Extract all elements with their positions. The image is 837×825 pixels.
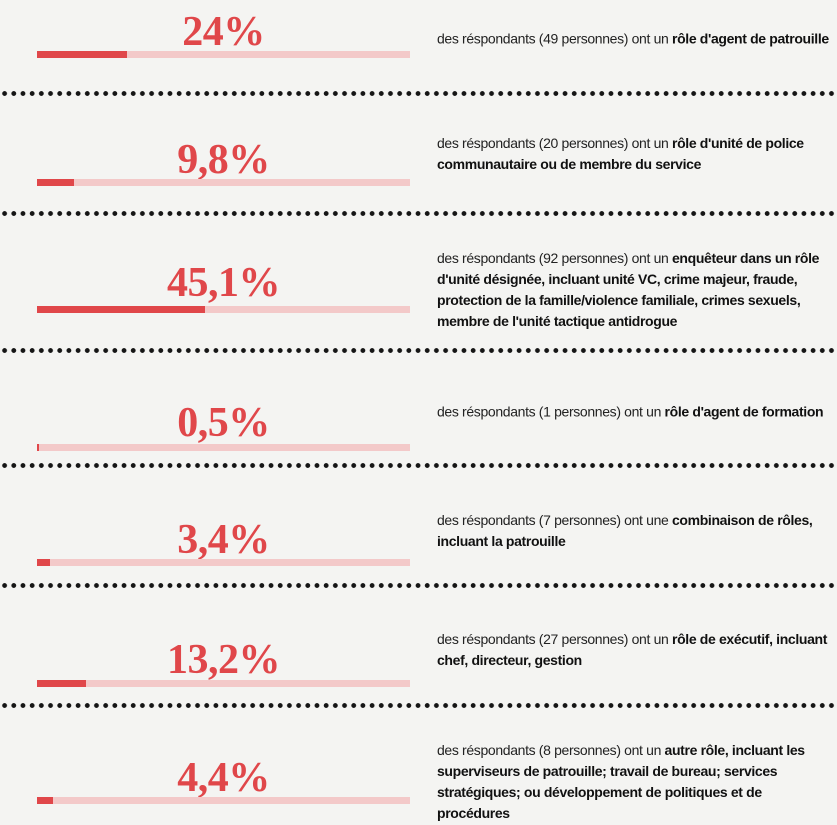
percentage-label: 24% <box>182 9 265 55</box>
bar-track <box>37 179 410 186</box>
description-bold: rôle d'agent de formation <box>664 403 824 420</box>
dotted-separator <box>0 211 837 216</box>
description-bold: rôle d'agent de patrouille <box>671 30 829 47</box>
description-text: des réspondants (7 personnes) ont une <box>437 512 672 528</box>
description-text: des réspondants (49 personnes) ont un <box>437 30 672 47</box>
description-bold: rôle d'unité de police communautaire ou … <box>437 135 804 172</box>
bar-track <box>37 680 410 687</box>
bar <box>37 306 206 313</box>
description-text: des réspondants (1 personnes) ont un <box>437 403 665 420</box>
description-text: des réspondants (92 personnes) ont un <box>437 250 672 266</box>
bar-track <box>37 306 410 313</box>
description-text: des réspondants (27 personnes) ont un <box>437 631 672 647</box>
bar-track <box>37 797 410 804</box>
percentage-label: 4,4% <box>177 755 270 801</box>
dotted-separator <box>0 703 837 708</box>
dotted-separator <box>0 463 837 468</box>
description-bold: combinaison de rôles, incluant la patrou… <box>437 512 813 549</box>
description-text: des réspondants (20 personnes) ont un <box>437 135 672 151</box>
description-bold: rôle de exécutif, incluant chef, directe… <box>437 631 828 668</box>
bar <box>37 444 39 451</box>
dotted-separator <box>0 583 837 588</box>
description-bold: enquêteur dans un rôle d'unité désignée,… <box>437 250 820 329</box>
percentage-label: 9,8% <box>177 137 270 183</box>
description: des réspondants (7 personnes) ont une co… <box>437 510 835 552</box>
description-text: des réspondants (8 personnes) ont un <box>437 742 665 758</box>
dotted-separator <box>0 91 837 96</box>
description: des réspondants (20 personnes) ont un rô… <box>437 133 835 175</box>
bar <box>37 559 50 566</box>
bar <box>37 680 87 687</box>
bar-track <box>37 51 410 58</box>
percentage-label: 13,2% <box>167 637 281 683</box>
bar-track <box>37 444 410 451</box>
description-bold: autre rôle, incluant les superviseurs de… <box>437 742 805 821</box>
bar <box>37 797 54 804</box>
percentage-label: 3,4% <box>177 517 270 563</box>
dotted-separator <box>0 348 837 353</box>
description: des réspondants (8 personnes) ont un aut… <box>437 740 835 824</box>
bar <box>37 179 74 186</box>
description: des réspondants (1 personnes) ont un rôl… <box>437 402 835 423</box>
bar-track <box>37 559 410 566</box>
description: des réspondants (27 personnes) ont un rô… <box>437 629 835 671</box>
description: des réspondants (49 personnes) ont un rô… <box>437 29 835 50</box>
percentage-label: 45,1% <box>167 260 281 306</box>
bar <box>37 51 127 58</box>
description: des réspondants (92 personnes) ont un en… <box>437 248 835 332</box>
percentage-label: 0,5% <box>177 400 270 446</box>
